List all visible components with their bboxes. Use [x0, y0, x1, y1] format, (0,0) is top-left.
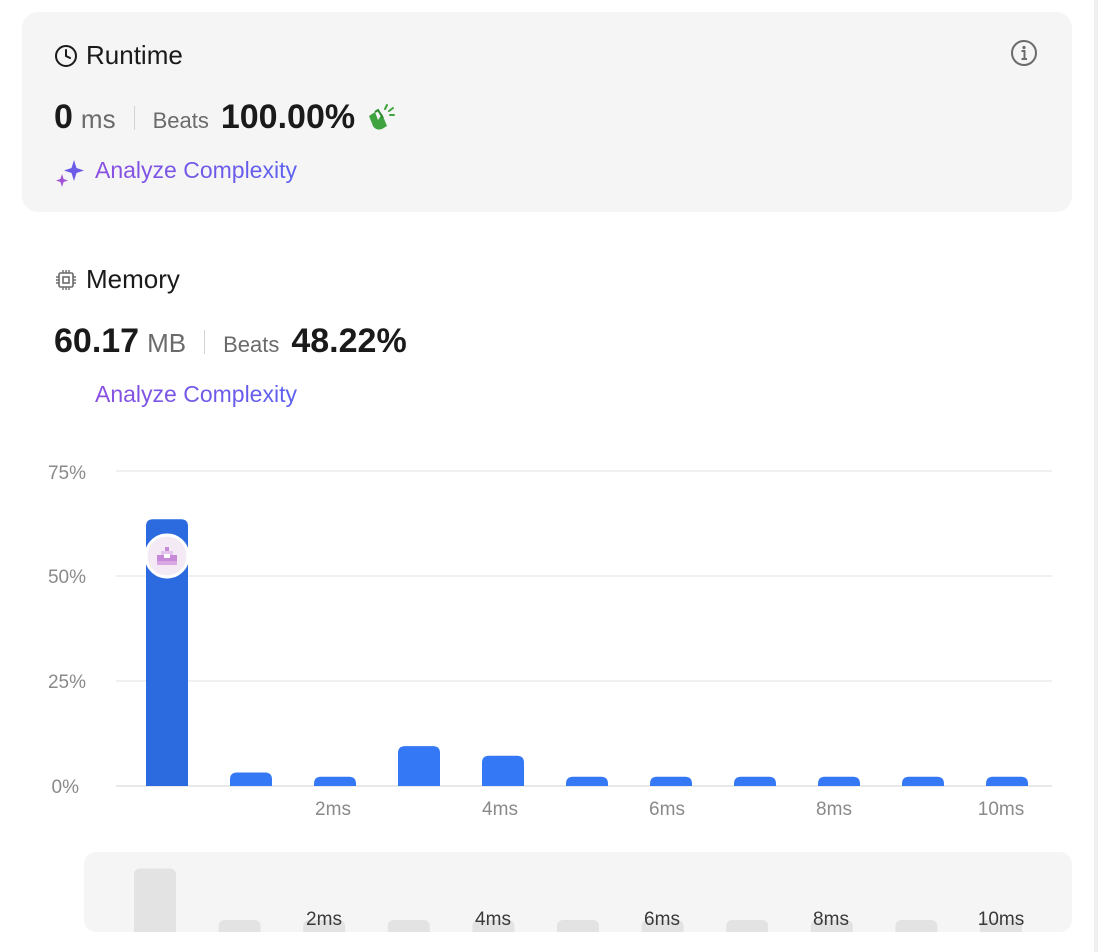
- memory-value: 60.17: [54, 322, 140, 360]
- runtime-title: Runtime: [54, 40, 183, 71]
- memory-beats-pct: 48.22%: [291, 322, 407, 360]
- divider: [204, 329, 206, 354]
- overview-bar: [641, 920, 684, 932]
- overview-bar: [810, 920, 853, 932]
- histogram-bar[interactable]: [230, 772, 272, 786]
- overview-x-label: 8ms: [813, 909, 849, 930]
- clapping-hands-icon: [369, 103, 396, 130]
- chip-icon: [56, 269, 76, 290]
- clock-icon: [55, 44, 77, 67]
- divider: [133, 105, 135, 130]
- x-tick-label: 4ms: [482, 799, 518, 820]
- overview-bar: [218, 920, 261, 932]
- histogram-bar[interactable]: [314, 776, 356, 786]
- runtime-analyze-label: Analyze Complexity: [95, 157, 297, 183]
- overview-bar: [134, 868, 176, 932]
- scrollbar-track[interactable]: [1094, 0, 1098, 952]
- memory-title-label: Memory: [86, 264, 180, 294]
- histogram-bar[interactable]: [902, 776, 944, 786]
- overview-bar: [895, 920, 938, 932]
- histogram-bar[interactable]: [482, 755, 524, 786]
- histogram-bar[interactable]: [650, 776, 692, 786]
- x-tick-label: 6ms: [649, 799, 685, 820]
- histogram-bar[interactable]: [986, 776, 1028, 786]
- range-overview[interactable]: 2ms 4ms 6ms 8ms 10ms: [84, 852, 1072, 932]
- histogram-bar[interactable]: [734, 776, 776, 786]
- runtime-value: 0: [54, 98, 73, 136]
- overview-bar: [726, 920, 769, 932]
- overview-bar: [303, 920, 346, 932]
- y-tick-label: 25%: [47, 672, 86, 693]
- overview-x-label: 10ms: [977, 909, 1025, 930]
- user-avatar-marker: [144, 533, 190, 579]
- overview-bar: [472, 920, 515, 932]
- sparkle-icon: [56, 160, 84, 187]
- x-tick-label: 2ms: [315, 799, 351, 820]
- overview-bar: [557, 920, 599, 932]
- y-tick-label: 50%: [47, 567, 86, 588]
- runtime-stats: 0 ms Beats 100.00%: [54, 98, 396, 137]
- runtime-card[interactable]: [22, 12, 1072, 212]
- runtime-beats-pct: 100.00%: [220, 98, 356, 136]
- overview-x-label: 6ms: [644, 909, 680, 930]
- memory-unit: MB: [147, 328, 187, 358]
- y-tick-label: 0%: [51, 777, 79, 798]
- memory-beats-label: Beats: [223, 332, 280, 357]
- runtime-title-label: Runtime: [86, 40, 183, 70]
- overview-x-label: 4ms: [475, 909, 511, 930]
- info-icon[interactable]: [1010, 39, 1038, 67]
- overview-bars: [134, 868, 1022, 932]
- overview-bar: [387, 920, 430, 932]
- histogram-bar[interactable]: [566, 776, 608, 786]
- runtime-beats-label: Beats: [152, 108, 209, 133]
- memory-title: Memory: [54, 264, 180, 295]
- runtime-unit: ms: [80, 104, 116, 134]
- overview-bar: [980, 920, 1022, 932]
- memory-stats: 60.17 MB Beats 48.22%: [54, 322, 407, 361]
- x-tick-label: 8ms: [816, 799, 852, 820]
- histogram-bar[interactable]: [398, 746, 440, 786]
- overview-x-label: 2ms: [306, 909, 342, 930]
- histogram-bar[interactable]: [818, 776, 860, 786]
- y-tick-label: 75%: [47, 463, 86, 484]
- memory-analyze-label: Analyze Complexity: [95, 381, 297, 407]
- histogram-bar[interactable]: [146, 519, 188, 786]
- x-tick-label: 10ms: [977, 799, 1025, 820]
